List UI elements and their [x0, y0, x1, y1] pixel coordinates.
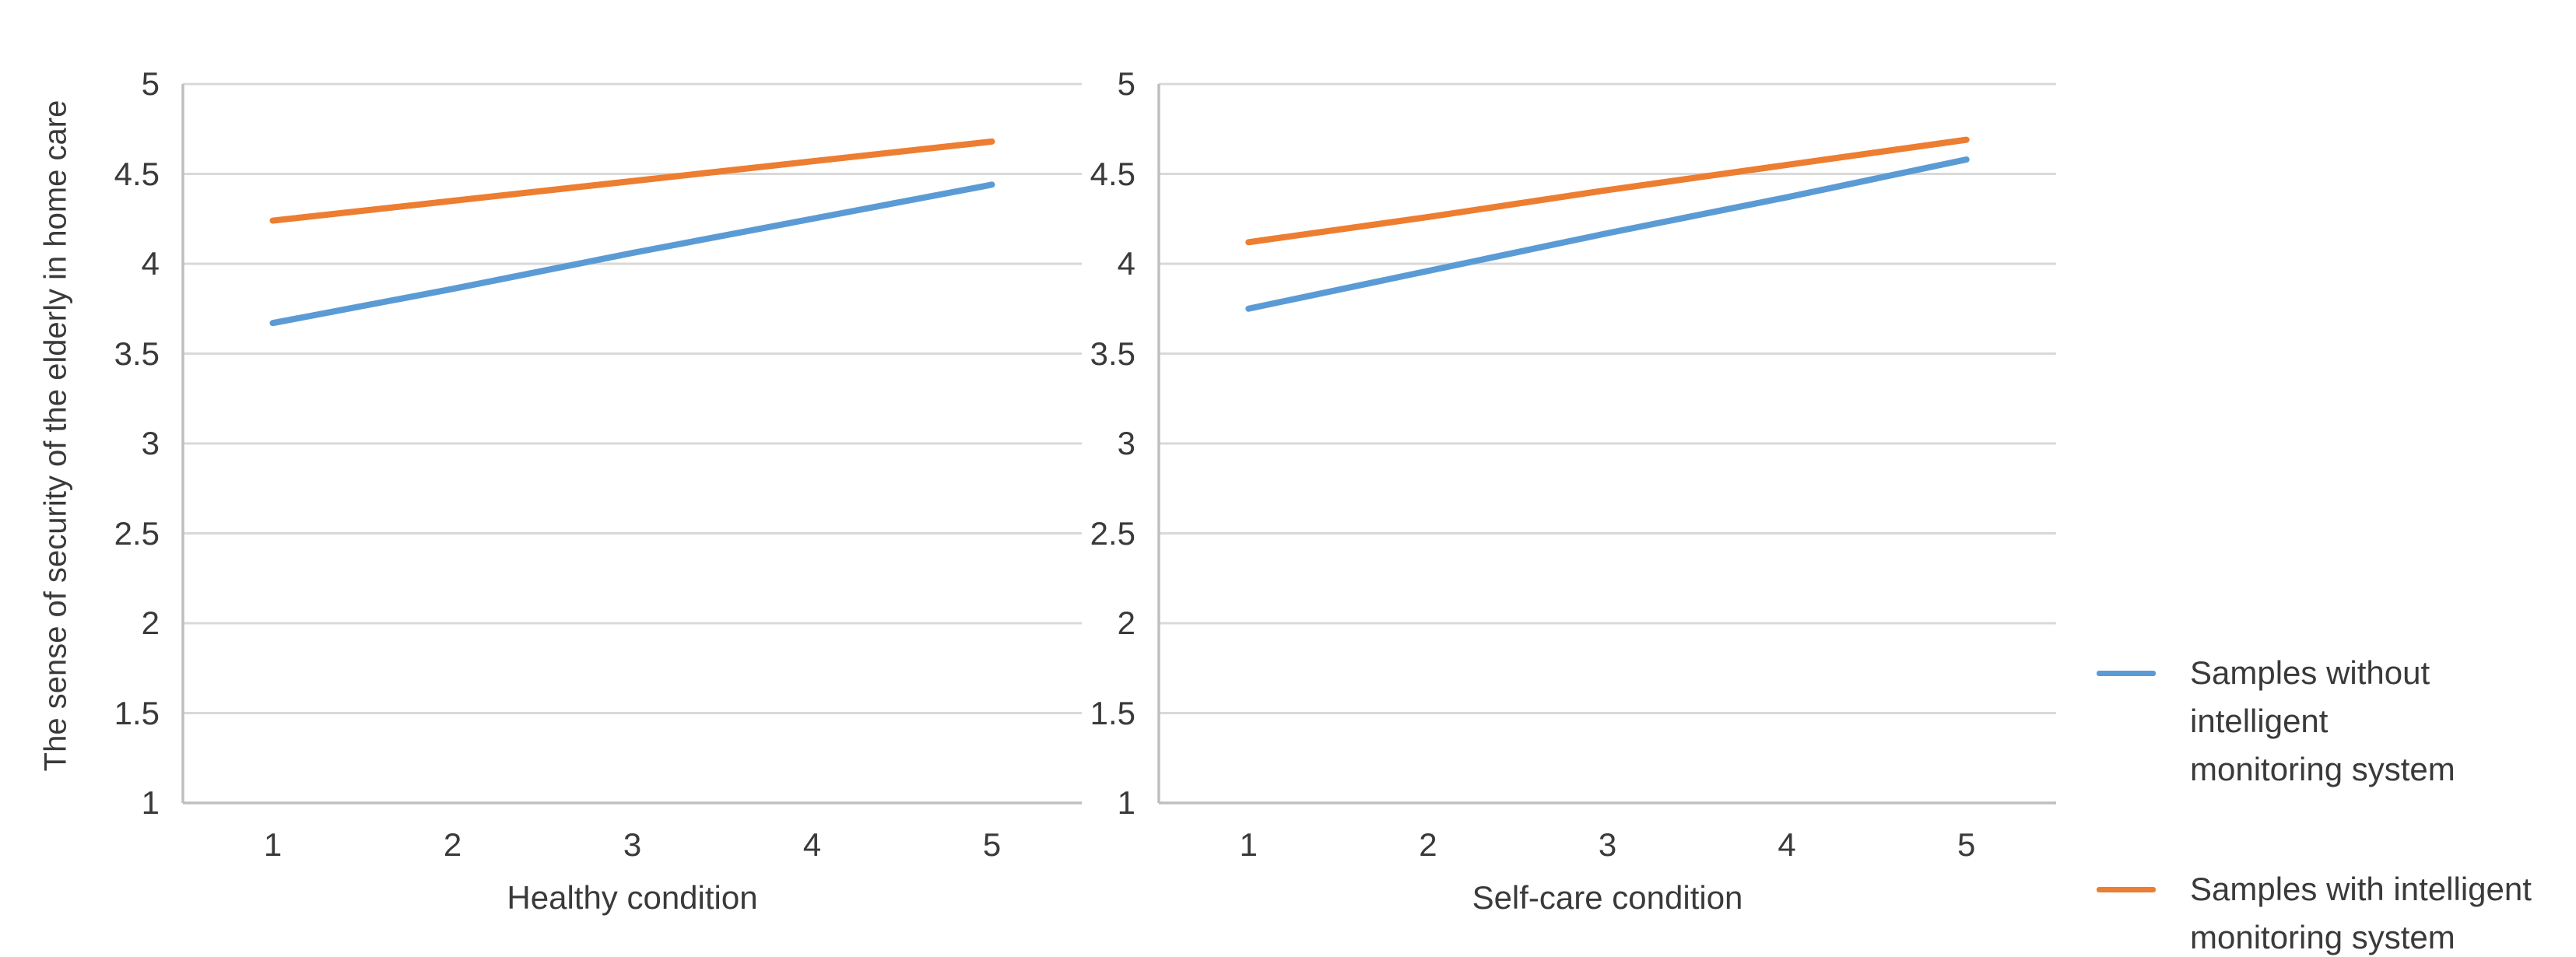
- legend-label-line: Samples with intelligent: [2190, 871, 2532, 907]
- series-line-with-system: [269, 138, 995, 224]
- legend-item-without-system: Samples without intelligent monitoring s…: [2097, 649, 2576, 794]
- legend-label-without-system: Samples without intelligent monitoring s…: [2190, 649, 2576, 794]
- legend-label-line: monitoring system: [2190, 751, 2455, 787]
- series-line-without-system: [1245, 156, 1970, 312]
- legend-label-line: Samples without intelligent: [2190, 654, 2430, 739]
- legend-label-line: monitoring system: [2190, 919, 2455, 955]
- series-line-without-system: [269, 181, 995, 327]
- legend-item-with-system: Samples with intelligent monitoring syst…: [2097, 865, 2576, 957]
- legend-line-icon-blue: [2097, 671, 2156, 676]
- x-axis-title-healthy-condition: Healthy condition: [507, 879, 758, 916]
- legend: Samples without intelligent monitoring s…: [2097, 649, 2576, 957]
- legend-label-with-system: Samples with intelligent monitoring syst…: [2190, 865, 2532, 957]
- chart-self-care-condition: [1157, 82, 2056, 805]
- y-axis-title: The sense of security of the elderly in …: [38, 100, 73, 772]
- legend-line-icon-orange: [2097, 887, 2156, 892]
- x-axis-title-self-care-condition: Self-care condition: [1472, 879, 1743, 916]
- series-line-with-system: [1245, 136, 1970, 246]
- chart-healthy-condition: [181, 82, 1082, 805]
